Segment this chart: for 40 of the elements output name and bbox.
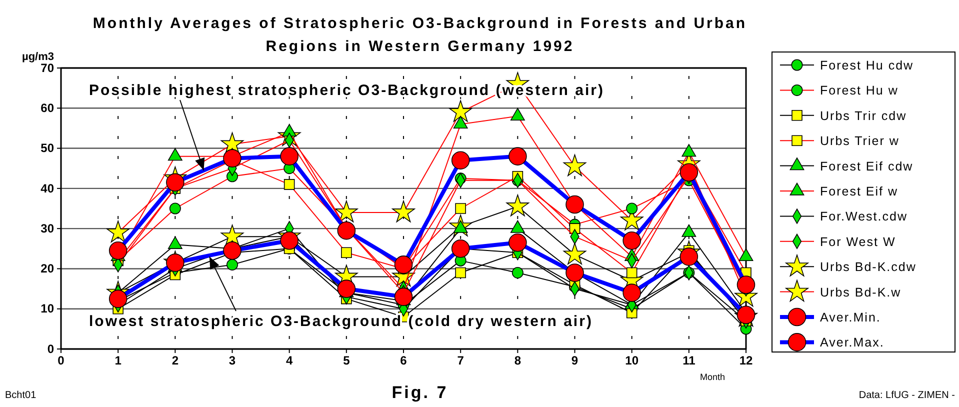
y-tick-label: 0 — [47, 342, 54, 356]
x-tick-label: 3 — [228, 354, 236, 368]
x-tick-label: 8 — [514, 354, 522, 368]
x-tick-label: 2 — [172, 354, 179, 368]
y-tick-label: 70 — [40, 60, 54, 75]
legend-label: For.West.cdw — [820, 210, 908, 224]
legend-label: Aver.Min. — [820, 310, 881, 324]
y-tick-label: 10 — [40, 302, 54, 316]
legend-label: Forest Hu w — [820, 84, 898, 98]
x-tick-label: 9 — [571, 354, 578, 368]
y-tick-label: 40 — [40, 181, 54, 196]
y-tick-label: 50 — [40, 141, 54, 156]
x-tick-label: 6 — [400, 354, 408, 368]
y-tick-label: 20 — [40, 262, 54, 276]
legend-label: Forest Eif cdw — [820, 159, 914, 174]
y-tick-label: 60 — [40, 100, 54, 115]
legend-label: Urbs Trir cdw — [820, 108, 907, 123]
legend-label: Forest Hu cdw — [820, 58, 914, 72]
y-axis-title: µg/m3 — [22, 51, 54, 63]
chart-title: Monthly Averages of Stratospheric O3-Background in Forests and Urban Regions in Western Germany 1992 — [92, 15, 748, 55]
legend-label: For West W — [820, 234, 896, 249]
legend-label: Urbs Bd-K.w — [820, 285, 902, 300]
caption: Fig. 7 — [392, 383, 448, 402]
legend-label: Aver.Max. — [820, 336, 884, 350]
annotation: lowest stratospheric O3-Background (cold dry western air) — [89, 313, 593, 330]
legend-label: Forest Eif w — [820, 184, 898, 198]
x-tick-label: 1 — [114, 354, 122, 368]
y-tick-label: 30 — [40, 221, 54, 236]
x-tick-label: 5 — [343, 354, 350, 368]
x-tick-label: 0 — [58, 354, 65, 368]
x-tick-label: 10 — [625, 354, 639, 368]
x-tick-label: 4 — [286, 354, 293, 368]
text: Data: LfUG - ZIMEN - — [858, 390, 955, 401]
text: Bcht01 — [5, 390, 37, 401]
x-tick-label: 7 — [457, 354, 464, 368]
legend-label: Urbs Trier w — [820, 134, 900, 148]
legend-label: Urbs Bd-K.cdw — [820, 260, 916, 274]
x-axis-title: Month — [700, 372, 726, 382]
x-tick-label: 12 — [739, 354, 753, 368]
x-tick-label: 11 — [682, 354, 696, 368]
